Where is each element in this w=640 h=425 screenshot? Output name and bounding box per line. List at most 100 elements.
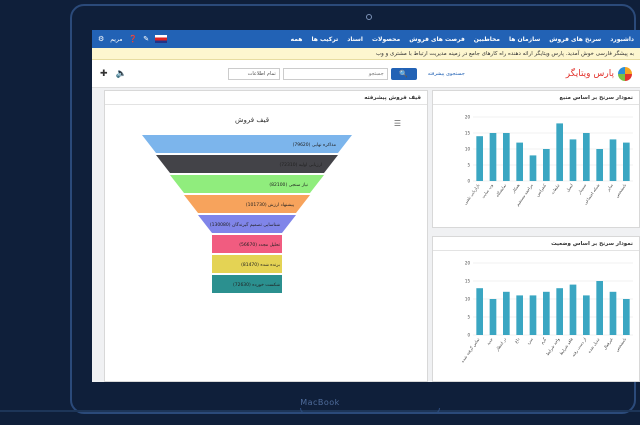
bar[interactable] [583,295,590,335]
nav-item-2[interactable]: سازمان ها [509,35,541,43]
lead-source-panel: نمودار سرنخ بر اساس منبع 0 5 10 15 20 بازاریا… [432,90,640,228]
funnel-chart-title: قیف فروش [235,116,270,124]
x-tick-label: تبلیغات [550,183,561,196]
y-tick-label: 10 [465,147,471,152]
x-tick-label: نامشخص [614,337,627,353]
y-tick-label: 0 [467,333,470,338]
bar[interactable] [489,299,497,335]
x-tick-label: جدید [485,336,494,346]
y-tick-label: 10 [465,297,471,302]
bar[interactable] [516,295,523,335]
bar[interactable] [503,133,510,181]
advanced-search-link[interactable]: جستجوی پیشرفته [427,70,465,77]
gear-icon[interactable]: ⚙ [98,35,105,43]
y-tick-label: 20 [465,115,471,120]
logo-text: پارس ویتایگر [565,68,614,79]
nav-item-5[interactable]: محصولات [371,35,401,43]
x-tick-label: نامشخص [614,183,627,199]
bar[interactable] [623,299,630,335]
notice-bar: به پیشگر فارسی خوش آمدید. پارس ویتایگر ا… [92,48,640,60]
camera-icon [366,14,372,20]
bar[interactable] [516,142,523,181]
funnel-stage-label: شناسایی تصمیم گیرندگان (130080) [210,221,280,228]
y-tick-label: 15 [465,131,471,136]
speaker-icon[interactable]: 🔈 [115,68,127,79]
funnel-stage[interactable] [212,275,282,293]
nav-item-7[interactable]: ترکیب ها [311,35,339,43]
funnel-stage-label: شکست خورده (72630) [233,282,280,288]
bar[interactable] [596,149,603,181]
bar[interactable] [476,136,483,181]
bar[interactable] [609,139,617,181]
x-tick-label: کنفرانس [535,183,548,198]
nav-menu: داشبورد سرنخ های فروش سازمان ها مخاطبین فرصت… [291,36,634,43]
x-tick-label: همکار [510,183,520,195]
x-tick-label: نمایشگاه [495,183,508,198]
bar[interactable] [503,291,510,335]
x-tick-label: سرد [526,336,535,345]
x-tick-label: ایمیل [565,183,574,193]
bar[interactable] [569,284,577,335]
funnel-stage[interactable] [184,195,310,213]
search-button[interactable]: 🔍 [390,67,417,80]
funnel-stage-label: مذاکره نهایی (79620) [293,142,337,148]
nav-item-1[interactable]: سرنخ های فروش [549,35,602,43]
funnel-stage-label: نیاز سنجی (82100) [269,182,308,188]
y-tick-label: 5 [467,315,470,320]
x-tick-label: در انتظار [494,337,507,353]
nav-item-4[interactable]: فرصت های فروش [409,35,465,43]
device-brand: MacBook [300,398,340,407]
bar[interactable] [596,281,603,335]
lead-source-title: نمودار سرنخ بر اساس منبع [433,91,639,105]
funnel-stage[interactable] [156,155,338,173]
funnel-stage[interactable] [142,135,352,153]
bar[interactable] [556,288,563,335]
nav-item-0[interactable]: داشبورد [610,35,634,43]
funnel-stage[interactable] [198,215,296,233]
laptop-base [0,410,640,412]
lead-status-panel: نمودار سرنخ بر اساس وضعیت 0 5 10 15 20 تماس گ… [432,236,640,382]
bar[interactable] [609,291,617,335]
search-bar: تمام اطلاعات 🔍 جستجوی پیشرفته [227,67,465,80]
user-menu[interactable]: مریم [110,35,123,43]
y-tick-label: 20 [465,261,471,266]
bar[interactable] [489,133,497,181]
nav-item-3[interactable]: مخاطبین [473,35,501,43]
bar[interactable] [529,155,537,181]
nav-item-8[interactable]: همه [290,35,303,43]
help-icon[interactable]: ❓ [128,35,138,43]
bar[interactable] [543,149,550,181]
nav-item-6[interactable]: اسناد [347,35,363,43]
funnel-stage-label: ارزیابی اولیه (72310) [280,162,323,168]
search-scope-select[interactable]: تمام اطلاعات [227,67,280,80]
x-tick-label: داغ [513,337,520,344]
page-header: ✚ 🔈 تمام اطلاعات 🔍 جستجوی پیشرفته پارس و… [92,60,640,88]
funnel-stage[interactable] [170,175,324,193]
chart-menu-icon[interactable]: ☰ [393,119,401,128]
x-tick-label: تماس گرفته شده [460,337,481,364]
funnel-chart: مذاکره نهایی (79620) ارزیابی اولیه (72310… [142,135,352,293]
flag-icon[interactable] [155,35,168,43]
bar[interactable] [476,288,483,335]
x-tick-label: بازاریابی تلفنی [462,183,480,206]
pen-icon[interactable]: ✎ [143,35,150,43]
laptop-notch [300,408,440,414]
bar[interactable] [543,291,550,335]
add-icon[interactable]: ✚ [100,68,108,79]
bar[interactable] [569,139,577,181]
funnel-stage[interactable] [212,235,282,253]
x-tick-label: وب سایت [480,183,494,200]
bar[interactable] [529,295,537,335]
y-tick-label: 15 [465,279,471,284]
bar[interactable] [583,133,590,181]
lead-status-title: نمودار سرنخ بر اساس وضعیت [433,237,639,251]
funnel-stage[interactable] [212,255,282,273]
x-tick-label: سمینار [576,182,587,195]
search-input[interactable] [282,67,388,80]
bar[interactable] [623,142,630,181]
bar[interactable] [556,123,563,181]
funnel-stage-label: برنده شده (81470) [241,262,280,268]
y-tick-label: 5 [467,163,470,168]
x-tick-label: سایر [605,182,615,193]
funnel-panel: قیف فروش پیشرفته قیف فروش ☰ مذاکره نهایی… [104,90,428,382]
